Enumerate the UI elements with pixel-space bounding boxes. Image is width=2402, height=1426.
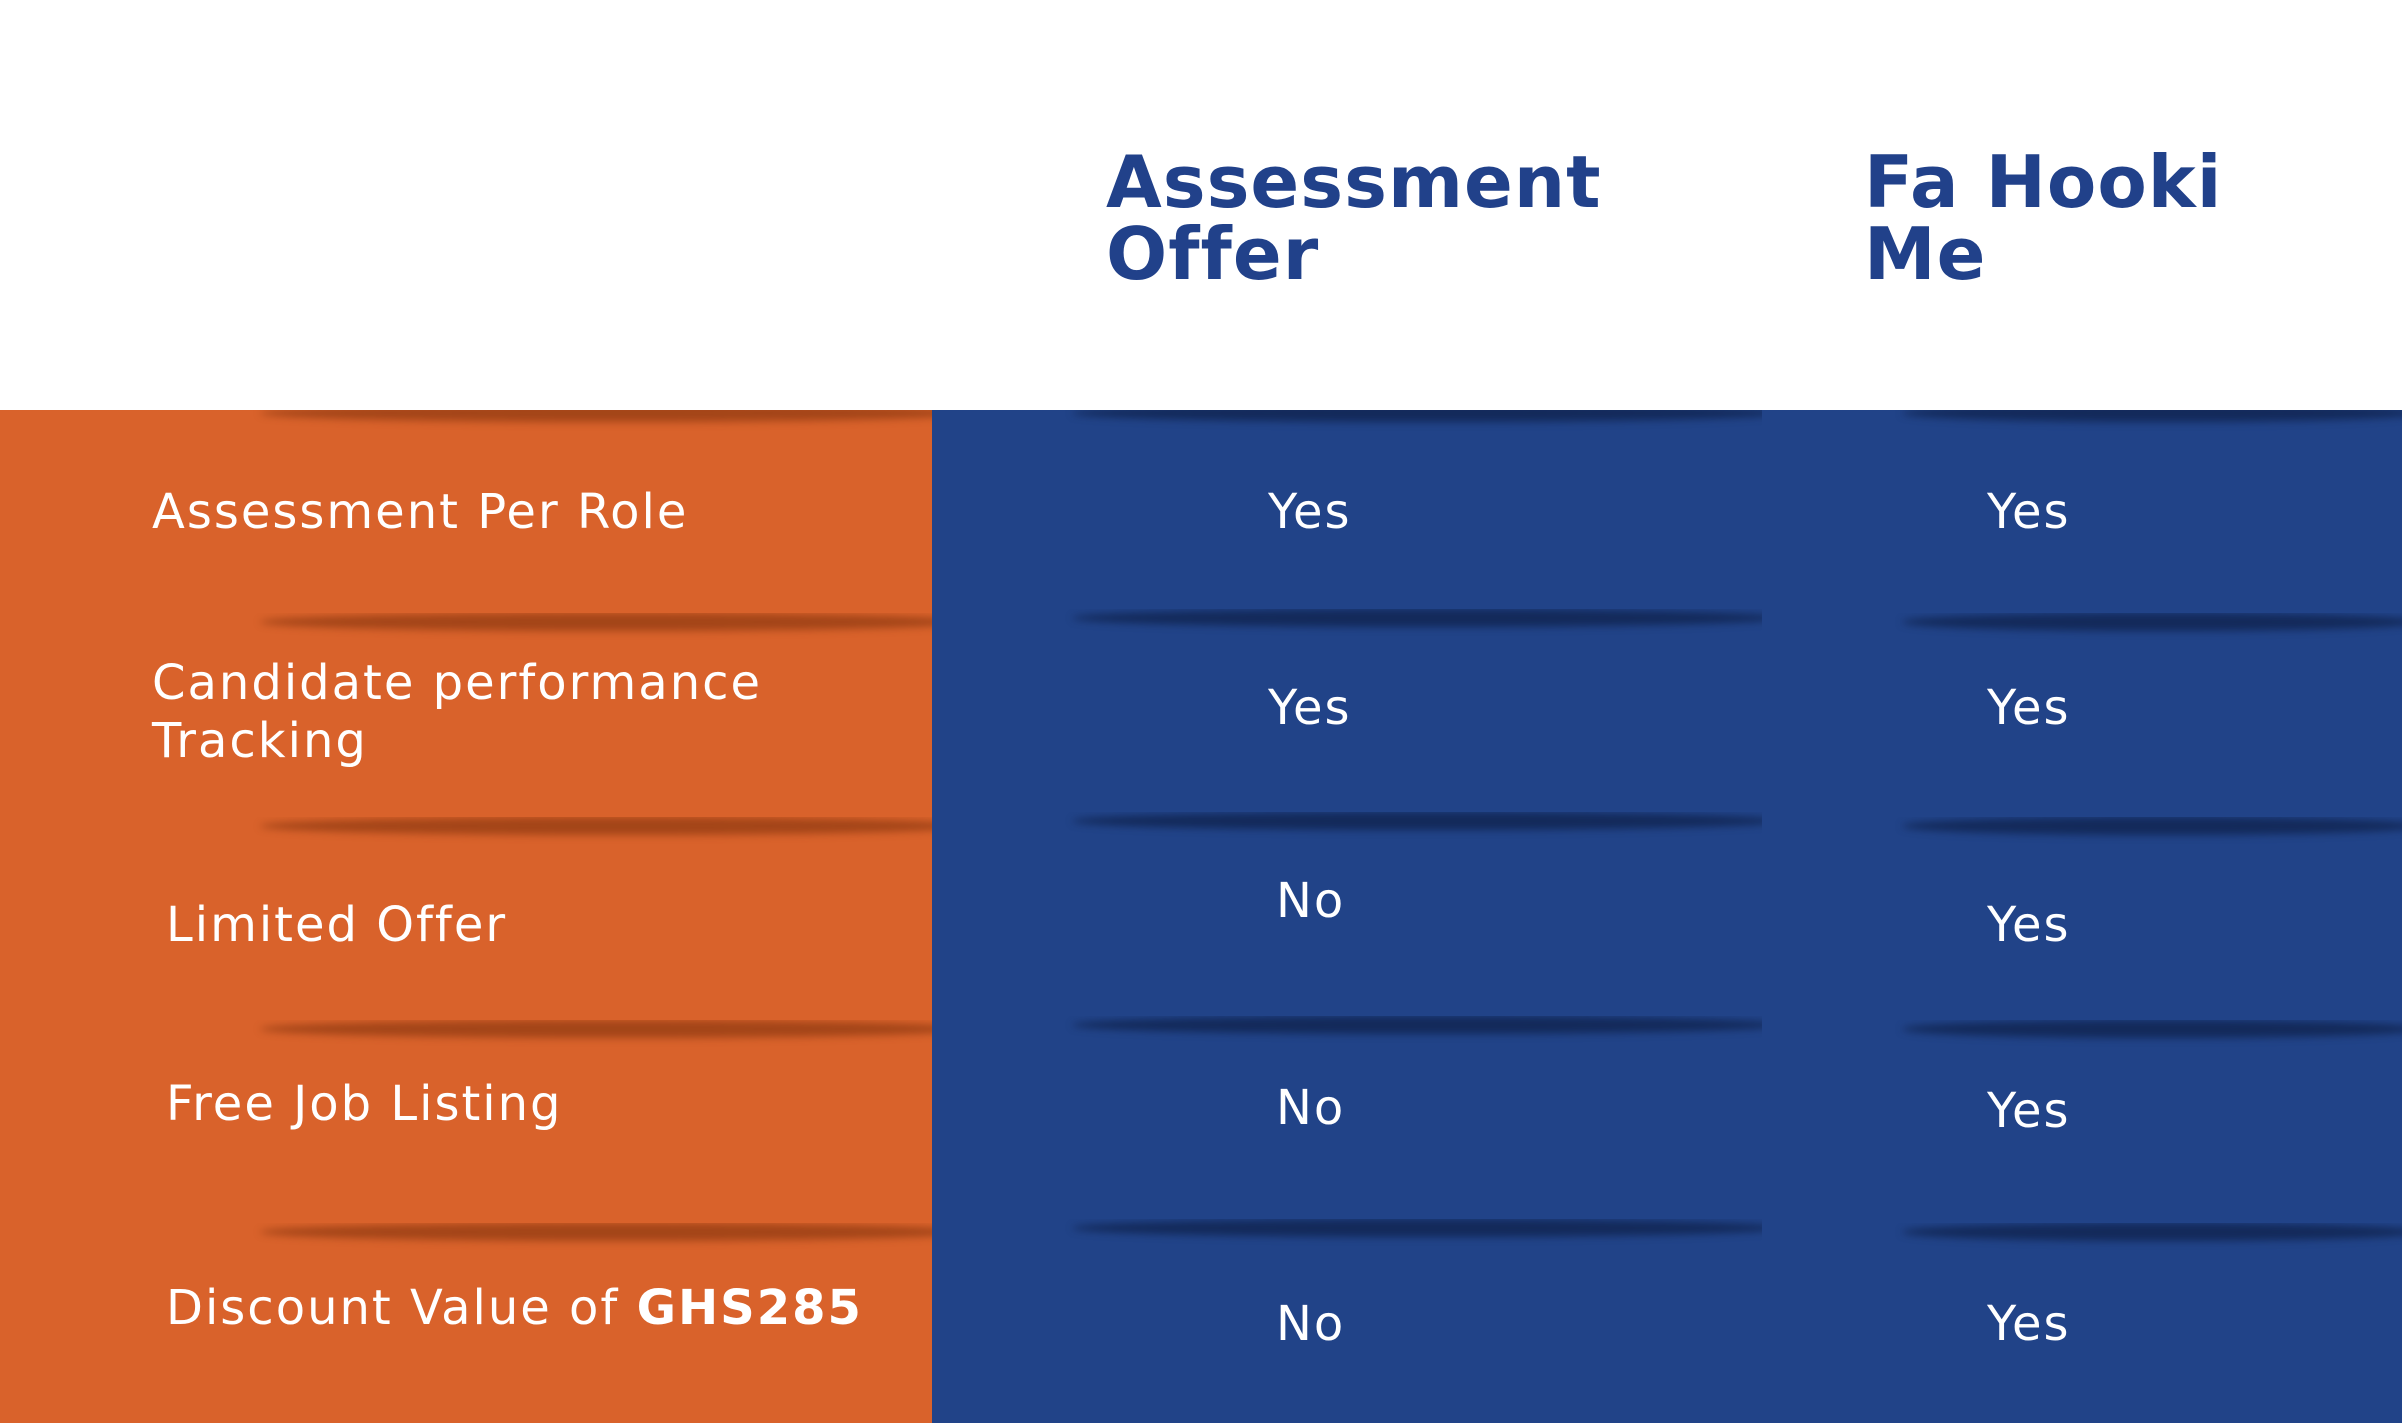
- column-header-line: Assessment: [1106, 140, 1602, 224]
- assessment-offer-value: No: [1276, 873, 1346, 929]
- feature-label-line: Candidate performance: [152, 655, 763, 711]
- value-cell: [932, 1016, 1762, 1219]
- feature-cell: [0, 410, 932, 613]
- fa-hooki-me-value: Yes: [1987, 1083, 2071, 1139]
- assessment-offer-value: Yes: [1268, 680, 1352, 736]
- fa-hooki-me-value: Yes: [1987, 1296, 2071, 1352]
- column-header-line: Fa Hooki: [1864, 140, 2223, 224]
- fa-hooki-me-value: Yes: [1987, 897, 2071, 953]
- feature-cell: [0, 613, 932, 817]
- feature-label-text: Discount Value of: [166, 1280, 637, 1336]
- value-cell: [1762, 817, 2402, 1020]
- value-cell: [932, 609, 1762, 812]
- value-cell: [1762, 410, 2402, 613]
- column-header-line: Offer: [1106, 212, 1320, 296]
- feature-label: Free Job Listing: [166, 1076, 563, 1132]
- value-cell: [932, 1219, 1762, 1423]
- discount-amount: GHS285: [636, 1280, 863, 1336]
- feature-label: Assessment Per Role: [152, 484, 689, 540]
- fa-hooki-me-value: Yes: [1987, 680, 2071, 736]
- value-cell: [1762, 1223, 2402, 1423]
- feature-label: Limited Offer: [166, 897, 508, 953]
- feature-label-line: Tracking: [152, 713, 368, 769]
- column-header-line: Me: [1864, 212, 1987, 296]
- feature-cell: [0, 1020, 932, 1223]
- column-header-fa-hooki-me: Fa Hooki Me: [1864, 146, 2222, 290]
- feature-cell: [0, 1223, 932, 1423]
- assessment-offer-value: Yes: [1268, 484, 1352, 540]
- feature-label: Discount Value of GHS285: [166, 1279, 863, 1337]
- feature-label: Candidate performance Tracking: [152, 654, 762, 770]
- assessment-offer-value: No: [1276, 1080, 1346, 1136]
- column-header-assessment-offer: Assessment Offer: [1106, 146, 1602, 290]
- value-cell: [932, 812, 1762, 1016]
- fa-hooki-me-value: Yes: [1987, 484, 2071, 540]
- assessment-offer-value: No: [1276, 1296, 1346, 1352]
- value-cell: [1762, 613, 2402, 817]
- value-cell: [1762, 1020, 2402, 1223]
- value-cell: [932, 410, 1762, 609]
- feature-cell: [0, 817, 932, 1020]
